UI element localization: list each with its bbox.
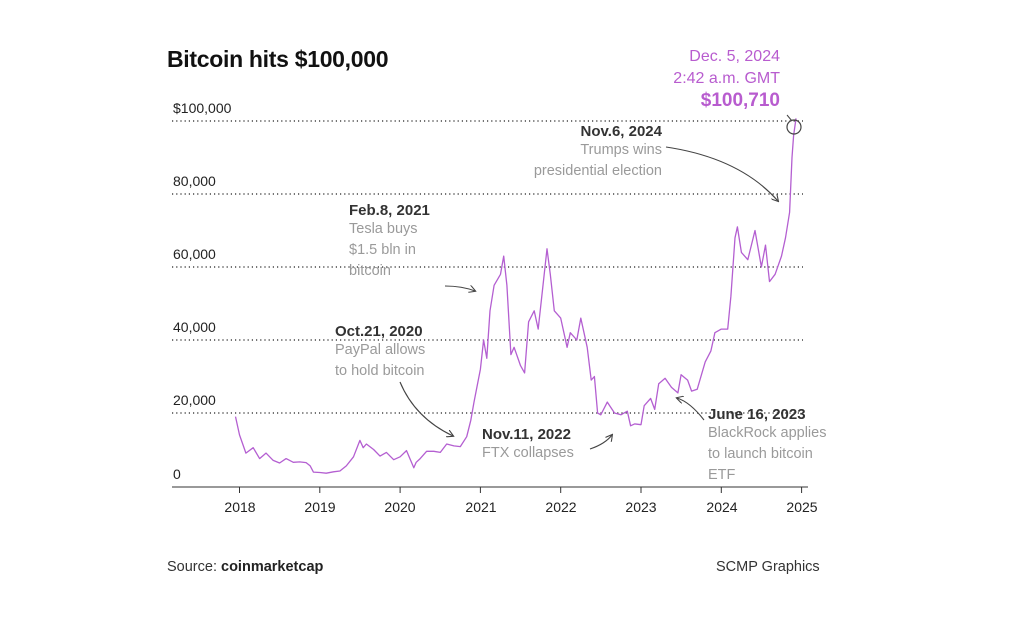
y-tick-label: 40,000 [173,319,216,335]
annotation-text: Tesla buys [349,221,418,237]
peak-leader [786,114,793,122]
peak-value: $100,710 [700,90,780,111]
annotation-text: bitcoin [349,263,391,279]
annotation-date: Oct.21, 2020 [335,323,423,340]
y-tick-label: 20,000 [173,392,216,408]
annotation-tesla: Feb.8, 2021 Tesla buys $1.5 bln in bitco… [349,202,430,282]
annotation-text: PayPal allows [335,342,426,358]
x-tick-label: 2020 [384,499,416,515]
x-tick-label: 2019 [304,499,336,515]
annotation-date: June 16, 2023 [708,406,806,423]
annotation-ftx: Nov.11, 2022 FTX collapses [482,426,574,464]
arrow-ftx [589,435,612,450]
annotation-paypal: Oct.21, 2020 PayPal allows to hold bitco… [335,323,425,382]
annotation-date: Feb.8, 2021 [349,202,430,219]
arrow-blackrock [677,398,705,421]
annotation-date: Nov.11, 2022 [482,426,571,443]
annotation-blackrock: June 16, 2023 BlackRock applies to launc… [708,406,826,486]
y-tick-label: 0 [173,466,181,482]
annotation-text: to hold bitcoin [335,363,425,379]
y-tick-label: $100,000 [173,100,232,116]
peak-callout: Dec. 5, 2024 2:42 a.m. GMT $100,710 [673,46,780,112]
x-tick-label: 2021 [465,499,497,515]
credit: SCMP Graphics [716,559,820,575]
source-name: coinmarketcap [221,559,324,575]
x-tick-label: 2022 [545,499,577,515]
chart-title: Bitcoin hits $100,000 [167,46,389,72]
annotation-text: presidential election [533,163,662,179]
annotation-text: BlackRock applies [708,425,827,441]
annotation-text: FTX collapses [482,445,574,461]
x-tick-label: 2018 [224,499,256,515]
y-tick-label: 80,000 [173,173,216,189]
arrow-trump [665,146,778,201]
annotation-date: Nov.6, 2024 [580,123,662,140]
y-tick-label: 60,000 [173,246,216,262]
arrow-tesla [444,286,475,291]
peak-marker [786,119,802,135]
arrow-paypal [399,381,453,436]
annotation-text: to launch bitcoin [708,446,813,462]
annotation-trump: Nov.6, 2024 Trumps wins presidential ele… [534,123,662,182]
annotation-text: Trumps wins [580,142,662,158]
x-tick-label: 2023 [625,499,657,515]
x-tick-label: 2025 [786,499,818,515]
peak-date: Dec. 5, 2024 [689,48,780,65]
source-label: Source: [167,559,217,575]
annotation-text: ETF [708,467,736,483]
peak-time: 2:42 a.m. GMT [673,70,780,87]
price-line [234,118,797,474]
x-tick-label: 2024 [706,499,738,515]
annotation-text: $1.5 bln in [349,242,416,258]
source-note: Source: coinmarketcap [167,559,323,575]
